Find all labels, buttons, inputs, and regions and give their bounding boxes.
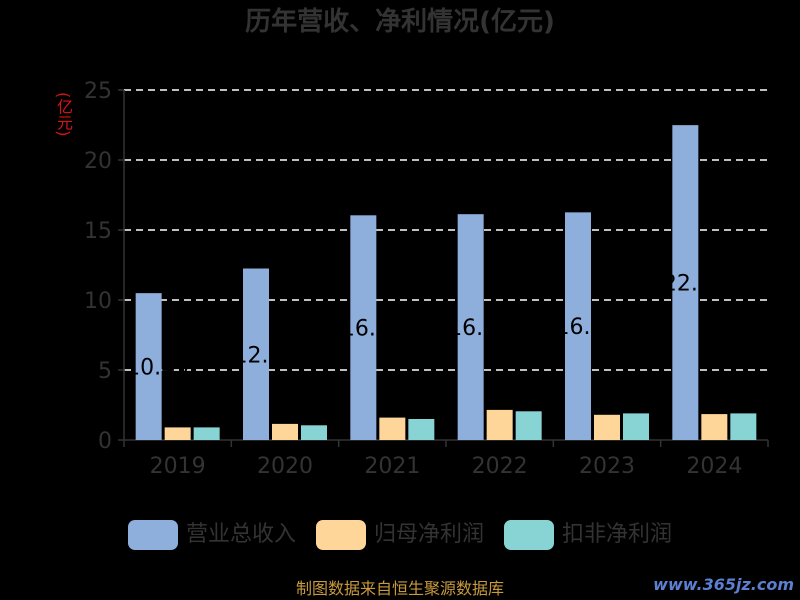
bar-net-profit xyxy=(379,417,406,440)
y-tick-label: 25 xyxy=(84,79,112,104)
bar-revenue xyxy=(672,125,699,440)
chart-legend: 营业总收入 归母净利润 扣非净利润 xyxy=(0,517,800,553)
x-tick-label: 2021 xyxy=(364,454,420,479)
site-watermark: www.365jz.com xyxy=(653,575,794,594)
y-tick-label: 20 xyxy=(84,149,112,174)
x-tick-label: 2020 xyxy=(257,454,313,479)
data-label-revenue: 12.25 xyxy=(234,343,297,368)
y-tick-label: 5 xyxy=(98,359,112,384)
bar-net-profit xyxy=(594,414,620,440)
bar-deducted-profit xyxy=(515,411,542,440)
bar-net-profit xyxy=(486,409,513,440)
legend-item-deducted-profit[interactable]: 扣非净利润 xyxy=(504,520,672,550)
bar-revenue xyxy=(243,268,269,440)
y-axis-unit-label: (亿元) xyxy=(54,92,73,137)
legend-swatch-net-profit xyxy=(315,520,366,550)
y-tick-label: 15 xyxy=(84,219,112,244)
legend-item-net-profit[interactable]: 归母净利润 xyxy=(315,520,484,550)
data-label-revenue: 16.26 xyxy=(556,315,619,340)
x-tick-label: 2024 xyxy=(686,454,742,479)
bar-revenue xyxy=(350,215,377,440)
bar-deducted-profit xyxy=(408,419,435,440)
bar-revenue xyxy=(565,212,591,440)
bar-deducted-profit xyxy=(730,413,757,440)
data-source-footer: 制图数据来自恒生聚源数据库 xyxy=(295,579,504,598)
bar-deducted-profit xyxy=(623,413,649,440)
data-label-revenue: 10.49 xyxy=(126,356,189,381)
bar-net-profit xyxy=(272,423,298,440)
y-tick-label: 10 xyxy=(84,289,112,314)
bar-net-profit xyxy=(701,414,728,440)
data-label-revenue: 16.05 xyxy=(341,317,404,342)
legend-label-net-profit: 归母净利润 xyxy=(373,522,484,547)
data-label-revenue: 16.13 xyxy=(448,316,511,341)
legend-item-revenue[interactable]: 营业总收入 xyxy=(127,520,296,550)
bar-revenue xyxy=(457,214,484,440)
bar-net-profit xyxy=(164,427,191,440)
data-label-revenue: 22.49 xyxy=(663,272,726,297)
legend-swatch-revenue xyxy=(127,520,178,550)
bar-deducted-profit xyxy=(193,427,220,440)
x-tick-label: 2022 xyxy=(472,454,528,479)
legend-swatch-deducted-profit xyxy=(504,520,554,550)
bar-revenue xyxy=(135,293,162,440)
x-tick-label: 2023 xyxy=(579,454,635,479)
legend-label-revenue: 营业总收入 xyxy=(185,522,296,547)
y-tick-label: 0 xyxy=(98,429,112,454)
x-tick-label: 2019 xyxy=(150,454,206,479)
legend-label-deducted-profit: 扣非净利润 xyxy=(562,522,673,547)
chart-title: 历年营收、净利情况(亿元) xyxy=(245,7,555,37)
bar-deducted-profit xyxy=(301,425,327,440)
